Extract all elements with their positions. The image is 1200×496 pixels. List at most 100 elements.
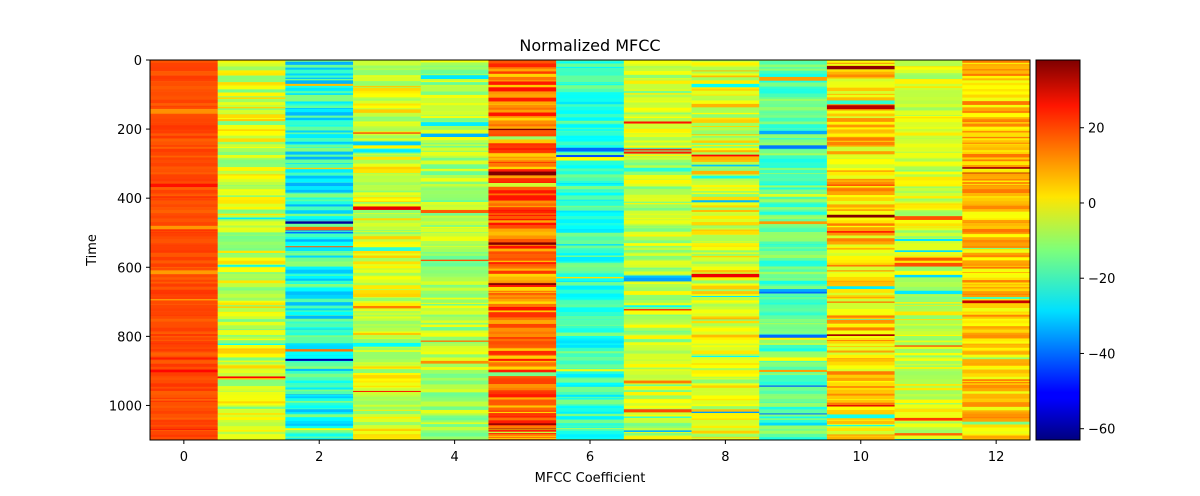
heatmap-cell — [894, 338, 963, 341]
heatmap-cell — [217, 194, 286, 196]
heatmap-cell — [894, 100, 963, 105]
heatmap-cell — [353, 166, 422, 170]
heatmap-cell — [556, 75, 625, 79]
heatmap-cell — [150, 183, 218, 188]
heatmap-cell — [420, 200, 489, 203]
heatmap-cell — [623, 116, 692, 119]
heatmap-cell — [759, 73, 828, 78]
heatmap-cell — [353, 308, 422, 311]
heatmap-cell — [285, 230, 354, 232]
heatmap-cell — [217, 96, 286, 98]
heatmap-cell — [962, 136, 1031, 139]
heatmap-cell — [962, 202, 1031, 205]
heatmap-cell — [420, 175, 489, 179]
heatmap-cell — [826, 170, 895, 172]
heatmap-cell — [420, 340, 489, 343]
heatmap-cell — [420, 197, 489, 201]
heatmap-cell — [285, 400, 354, 403]
heatmap-cell — [420, 322, 489, 325]
heatmap-cell — [488, 429, 557, 431]
heatmap-cell — [894, 414, 963, 419]
heatmap-cell — [556, 117, 625, 122]
heatmap-cell — [217, 213, 286, 216]
heatmap-cell — [826, 195, 895, 198]
heatmap-cell — [759, 331, 828, 334]
heatmap-cell — [962, 85, 1031, 90]
heatmap-cell — [150, 300, 218, 305]
heatmap-cell — [826, 109, 895, 111]
heatmap-cell — [691, 218, 760, 223]
heatmap-cell — [691, 202, 760, 206]
heatmap-cell — [826, 382, 895, 387]
heatmap-cell — [353, 414, 422, 418]
heatmap-cell — [556, 262, 625, 265]
heatmap-cell — [488, 218, 557, 221]
heatmap-cell — [353, 429, 422, 432]
heatmap-cell — [759, 369, 828, 373]
heatmap-cell — [420, 347, 489, 352]
heatmap-cell — [420, 125, 489, 129]
heatmap-cell — [894, 394, 963, 397]
heatmap-cell — [217, 403, 286, 406]
heatmap-cell — [691, 252, 760, 255]
heatmap-cell — [556, 71, 625, 75]
heatmap-cell — [556, 104, 625, 107]
heatmap-cell — [623, 281, 692, 284]
heatmap-cell — [826, 121, 895, 125]
heatmap-cell — [420, 66, 489, 70]
heatmap-cell — [826, 399, 895, 401]
heatmap-cell — [488, 283, 557, 286]
heatmap-cell — [759, 334, 828, 339]
heatmap-cell — [217, 338, 286, 341]
heatmap-cell — [962, 291, 1031, 295]
heatmap-cell — [759, 130, 828, 135]
heatmap-cell — [285, 395, 354, 397]
heatmap-cell — [962, 388, 1031, 392]
heatmap-cell — [150, 133, 218, 136]
heatmap-cell — [623, 118, 692, 122]
heatmap-cell — [556, 225, 625, 230]
heatmap-cell — [217, 147, 286, 149]
heatmap-cell — [623, 310, 692, 315]
heatmap-cell — [826, 235, 895, 239]
heatmap-cell — [759, 211, 828, 216]
heatmap-cell — [488, 397, 557, 400]
heatmap-cell — [420, 75, 489, 80]
heatmap-cell — [353, 228, 422, 230]
heatmap-cell — [826, 209, 895, 212]
heatmap-cell — [962, 338, 1031, 342]
heatmap-cell — [353, 388, 422, 392]
heatmap-cell — [894, 355, 963, 358]
heatmap-cell — [759, 254, 828, 259]
heatmap-cell — [217, 129, 286, 132]
heatmap-cell — [759, 148, 828, 151]
heatmap-cell — [691, 423, 760, 427]
heatmap-cell — [759, 296, 828, 298]
heatmap-cell — [556, 428, 625, 431]
heatmap-cell — [623, 399, 692, 404]
heatmap-cell — [759, 116, 828, 118]
heatmap-cell — [217, 163, 286, 168]
colorbar-tick-label: −20 — [1088, 272, 1115, 287]
heatmap-cell — [150, 157, 218, 161]
heatmap-cell — [962, 228, 1031, 233]
heatmap-cell — [488, 214, 557, 217]
heatmap-cell — [623, 421, 692, 424]
heatmap-cell — [353, 327, 422, 332]
heatmap-cell — [826, 94, 895, 98]
heatmap-cell — [962, 421, 1031, 422]
heatmap-cell — [420, 281, 489, 283]
heatmap-cell — [894, 360, 963, 364]
heatmap-cell — [894, 128, 963, 132]
heatmap-cell — [488, 358, 557, 362]
heatmap-cell — [150, 71, 218, 75]
heatmap-cell — [691, 156, 760, 161]
heatmap-cell — [420, 413, 489, 416]
heatmap-cell — [150, 79, 218, 82]
heatmap-cell — [691, 413, 760, 417]
heatmap-cell — [894, 252, 963, 256]
heatmap-cell — [759, 128, 828, 132]
heatmap-cell — [826, 104, 895, 106]
heatmap-cell — [150, 410, 218, 415]
heatmap-cell — [420, 164, 489, 167]
